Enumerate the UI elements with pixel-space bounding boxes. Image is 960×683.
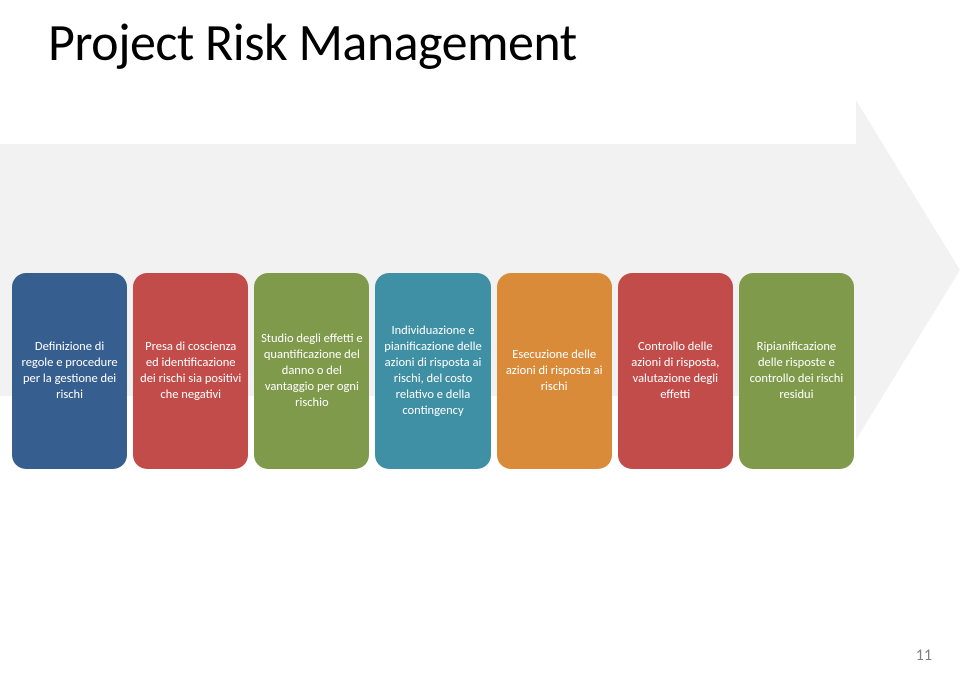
slide-title: Project Risk Management bbox=[48, 10, 577, 74]
process-step-4: Individuazione e pianificazione delle az… bbox=[375, 273, 490, 469]
process-step-3: Studio degli effetti e quantificazione d… bbox=[254, 273, 369, 469]
process-step-label: Definizione di regole e procedure per la… bbox=[18, 339, 121, 403]
process-step-1: Definizione di regole e procedure per la… bbox=[12, 273, 127, 469]
process-step-label: Esecuzione delle azioni di risposta ai r… bbox=[503, 347, 606, 395]
process-step-2: Presa di coscienza ed identificazione de… bbox=[133, 273, 248, 469]
process-step-label: Controllo delle azioni di risposta, valu… bbox=[624, 339, 727, 403]
process-step-6: Controllo delle azioni di risposta, valu… bbox=[618, 273, 733, 469]
process-step-label: Studio degli effetti e quantificazione d… bbox=[260, 331, 363, 411]
process-step-7: Ripianificazione delle risposte e contro… bbox=[739, 273, 854, 469]
process-step-label: Presa di coscienza ed identificazione de… bbox=[139, 339, 242, 403]
process-steps-row: Definizione di regole e procedure per la… bbox=[12, 273, 854, 469]
process-step-label: Individuazione e pianificazione delle az… bbox=[381, 323, 484, 419]
process-step-5: Esecuzione delle azioni di risposta ai r… bbox=[497, 273, 612, 469]
page-number: 11 bbox=[916, 646, 932, 665]
process-step-label: Ripianificazione delle risposte e contro… bbox=[745, 339, 848, 403]
process-arrow-container: Definizione di regole e procedure per la… bbox=[0, 100, 960, 440]
